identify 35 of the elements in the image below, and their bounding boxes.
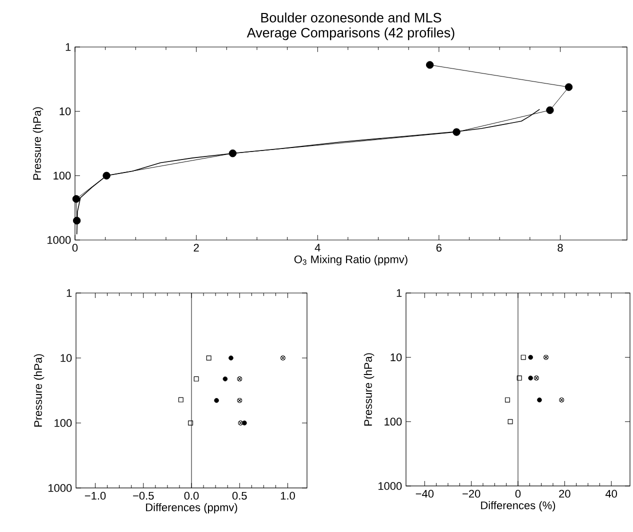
x-tick-label: 6 bbox=[436, 244, 442, 252]
x-tick-label: 0.0 bbox=[184, 492, 199, 500]
y-tick-label: 10 bbox=[390, 353, 402, 362]
x-tick-label: 2 bbox=[194, 244, 199, 252]
x-tick-label: −20 bbox=[462, 490, 480, 498]
y-tick-label: 1 bbox=[66, 289, 72, 297]
x-tick-label: −1.0 bbox=[84, 492, 106, 500]
y-tick-label: 1000 bbox=[378, 482, 402, 490]
x-tick-label: 0 bbox=[72, 244, 78, 252]
x-tick-label: 0.5 bbox=[232, 492, 247, 500]
x-axis-title: Differences (%) bbox=[481, 501, 556, 512]
x-tick-label: 40 bbox=[605, 490, 617, 498]
y-tick-label: 1000 bbox=[48, 236, 71, 244]
chart-title: Boulder ozonesonde and MLS bbox=[261, 12, 442, 22]
y-tick-label: 1 bbox=[66, 43, 71, 51]
x-tick-label: −0.5 bbox=[133, 492, 154, 500]
y-tick-label: 1000 bbox=[48, 484, 72, 492]
x-tick-label: −40 bbox=[416, 490, 434, 498]
y-tick-label: 100 bbox=[54, 419, 72, 427]
y-axis-title: Pressure (hPa) bbox=[34, 354, 44, 427]
y-tick-label: 10 bbox=[60, 107, 71, 116]
x-axis-title: O$_{3}$ Mixing Ratio (ppmv) bbox=[294, 255, 408, 266]
y-tick-label: 10 bbox=[60, 354, 72, 362]
x-tick-label: 1.0 bbox=[280, 492, 295, 500]
y-tick-label: 100 bbox=[384, 418, 402, 426]
x-tick-label: 8 bbox=[558, 244, 563, 252]
x-axis-title: Differences (ppmv) bbox=[146, 503, 238, 514]
x-tick-label: 20 bbox=[559, 490, 570, 498]
y-axis-title: Pressure (hPa) bbox=[364, 353, 374, 426]
x-tick-label: 0 bbox=[515, 490, 521, 498]
x-tick-label: 4 bbox=[314, 244, 320, 252]
y-axis-title: Pressure (hPa) bbox=[32, 107, 44, 180]
chart-subtitle: Average Comparisons (42 profiles) bbox=[246, 28, 454, 40]
y-tick-label: 1 bbox=[396, 289, 402, 297]
y-tick-label: 100 bbox=[54, 172, 71, 180]
